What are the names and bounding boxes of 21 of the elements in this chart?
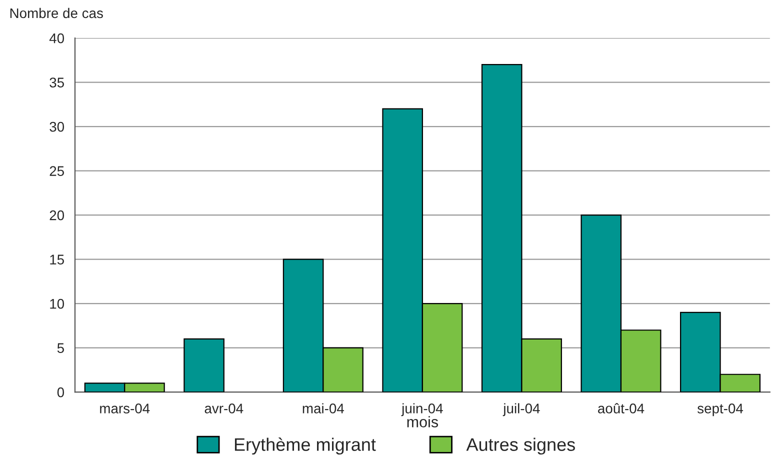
y-tick-label: 40 (49, 33, 64, 44)
x-axis-title: mois (407, 416, 438, 428)
y-tick-label: 25 (50, 166, 64, 176)
y-tick-label: 0 (57, 387, 64, 398)
x-tick-label: août-04 (598, 403, 644, 414)
x-tick-label: mars-04 (100, 404, 150, 414)
legend-label: Erythème migrant (234, 438, 376, 455)
y-tick-label: 35 (50, 78, 64, 88)
x-tick-label: juin-04 (401, 403, 443, 416)
y-tick-label: 10 (50, 298, 64, 309)
x-tick-label: juil-04 (502, 403, 540, 416)
x-tick-label: sept-04 (697, 404, 744, 416)
y-tick-label: 15 (50, 254, 64, 264)
y-tick-label: 20 (50, 210, 64, 220)
bar (184, 338, 224, 392)
y-tick-label: 30 (50, 122, 64, 132)
x-tick-label: mai-04 (302, 403, 344, 414)
x-tick-label: avr-04 (204, 404, 244, 414)
legend-label: Autres signes (466, 438, 575, 455)
y-tick-label: 5 (57, 343, 64, 353)
y-axis-title: Nombre de cas (10, 8, 103, 18)
